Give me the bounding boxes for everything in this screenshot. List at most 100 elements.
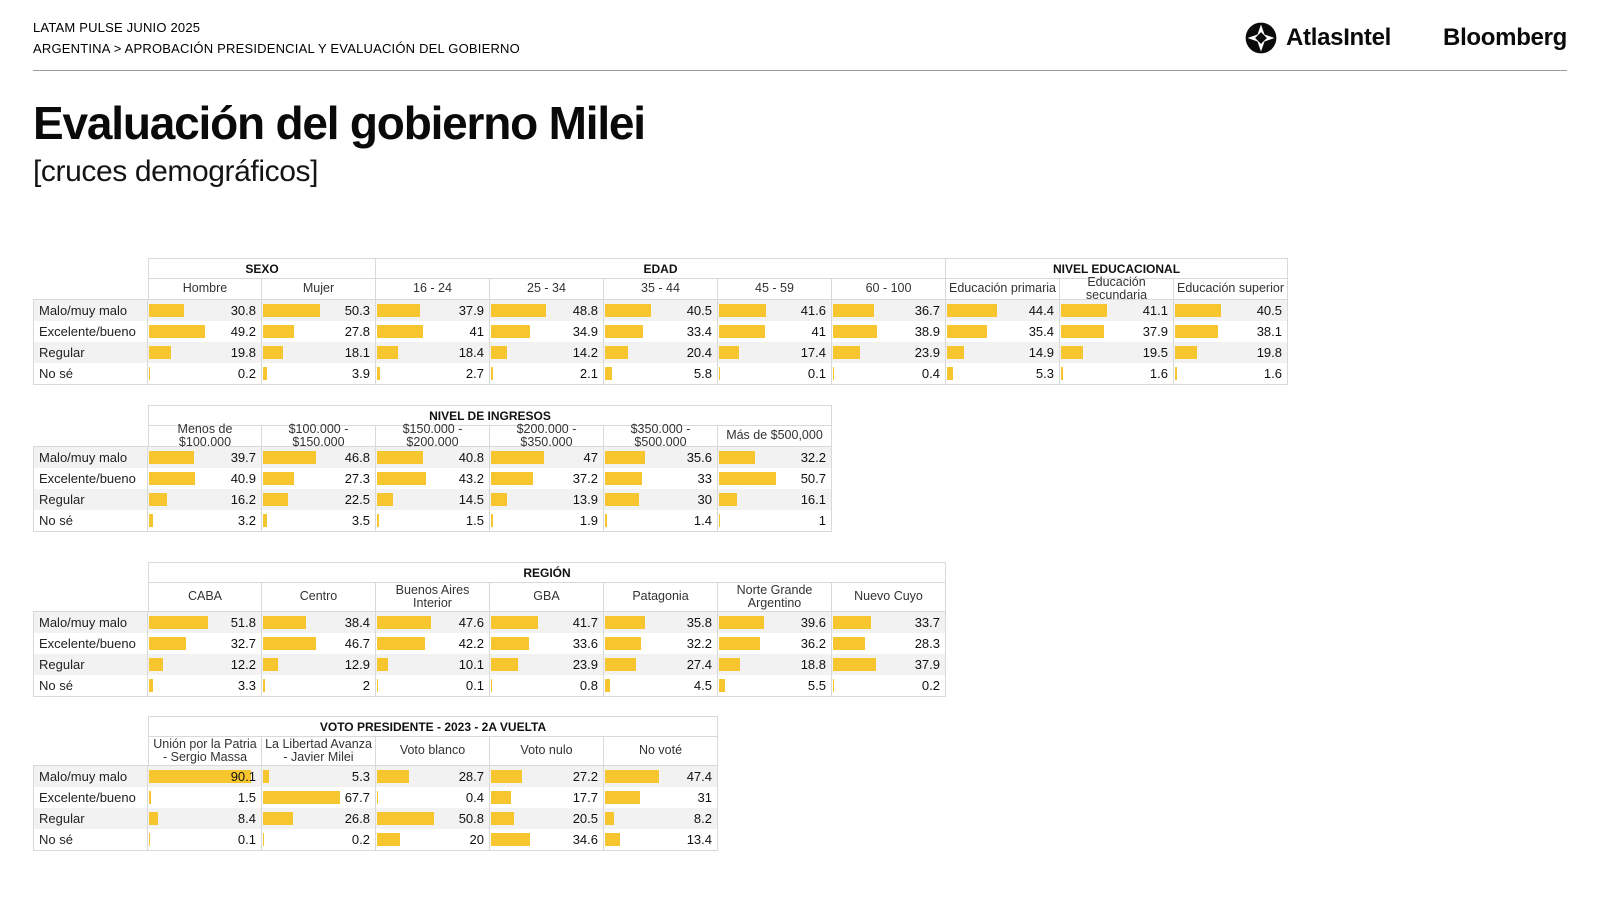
value-bar: [263, 616, 307, 629]
value-label: 35.4: [1028, 324, 1054, 339]
table-row: Malo/muy malo 90.1 5.3 28.7 27.2 47.4: [33, 765, 718, 787]
value-bar: [719, 616, 764, 629]
value-bar: [605, 833, 621, 846]
value-bar: [719, 658, 741, 671]
value-bar: [491, 770, 522, 783]
value-label: 43.2: [458, 471, 484, 486]
value-bar: [1175, 367, 1177, 380]
value-label: 0.2: [237, 366, 256, 381]
value-label: 12.9: [344, 657, 370, 672]
column-header-row: CABA Centro Buenos Aires Interior GBA Patago…: [33, 582, 946, 611]
value-bar: [149, 472, 196, 485]
column-header: Más de $500,000: [718, 425, 832, 446]
column-header-row: Unión por la Patria - Sergio Massa La Lib…: [33, 736, 718, 765]
value-label: 34.6: [572, 832, 598, 847]
data-cell: 33.4: [604, 321, 718, 342]
value-bar: [263, 325, 295, 338]
data-cell: 37.9: [1060, 321, 1174, 342]
data-cell: 18.4: [376, 342, 490, 363]
page-subtitle: [cruces demográficos]: [33, 155, 319, 188]
value-label: 32.2: [800, 450, 826, 465]
data-cell: 3.9: [262, 363, 376, 384]
value-label: 47: [583, 450, 598, 465]
value-label: 46.7: [344, 636, 370, 651]
value-bar: [719, 346, 739, 359]
value-label: 28.3: [914, 636, 940, 651]
data-cell: 33: [604, 468, 718, 489]
data-cell: 40.9: [148, 468, 262, 489]
group-header-row: VOTO PRESIDENTE - 2023 - 2A VUELTA: [33, 716, 718, 736]
column-header: GBA: [490, 582, 604, 611]
column-header: No voté: [604, 736, 718, 765]
data-cell: 2.1: [490, 363, 604, 384]
table-row: Excelente/bueno 32.7 46.7 42.2 33.6 32.2 36.2 2…: [33, 633, 946, 654]
data-cell: 32.7: [148, 633, 262, 654]
crosstab-table: REGIÓN CABA Centro Buenos Aires Interior GBA…: [33, 562, 946, 697]
value-bar: [377, 637, 425, 650]
row-label: Regular: [33, 654, 148, 675]
value-label: 1.5: [237, 790, 256, 805]
data-cell: 27.3: [262, 468, 376, 489]
value-label: 14.5: [458, 492, 484, 507]
data-cell: 31: [604, 787, 718, 808]
row-label: Malo/muy malo: [33, 300, 148, 321]
value-label: 40.5: [686, 303, 712, 318]
data-cell: 50.8: [376, 808, 490, 829]
value-label: 0.2: [921, 678, 940, 693]
data-cell: 8.2: [604, 808, 718, 829]
value-label: 37.2: [572, 471, 598, 486]
data-cell: 3.5: [262, 510, 376, 531]
column-header: 60 - 100: [832, 278, 946, 299]
column-header: Unión por la Patria - Sergio Massa: [148, 736, 262, 765]
data-cell: 27.4: [604, 654, 718, 675]
value-label: 13.4: [686, 832, 712, 847]
value-label: 5.8: [693, 366, 712, 381]
value-label: 1.6: [1263, 366, 1282, 381]
value-label: 4.5: [693, 678, 712, 693]
value-label: 51.8: [230, 615, 256, 630]
data-cell: 18.1: [262, 342, 376, 363]
atlasintel-wordmark: AtlasIntel: [1286, 24, 1392, 51]
value-label: 2.1: [579, 366, 598, 381]
header-divider: [33, 70, 1567, 71]
data-cell: 1.4: [604, 510, 718, 531]
row-label: Malo/muy malo: [33, 766, 148, 787]
value-label: 90.1: [230, 769, 256, 784]
value-label: 3.2: [237, 513, 256, 528]
corner-spacer: [33, 425, 148, 446]
value-bar: [149, 616, 208, 629]
data-cell: 33.6: [490, 633, 604, 654]
value-label: 33.4: [686, 324, 712, 339]
data-cell: 20: [376, 829, 490, 850]
value-label: 27.4: [686, 657, 712, 672]
data-cell: 0.2: [148, 363, 262, 384]
value-bar: [263, 679, 266, 692]
data-cell: 40.5: [604, 300, 718, 321]
value-bar: [605, 325, 643, 338]
value-bar: [149, 325, 205, 338]
value-label: 20.5: [572, 811, 598, 826]
data-cell: 37.9: [832, 654, 946, 675]
value-bar: [605, 658, 636, 671]
data-cell: 20.5: [490, 808, 604, 829]
data-cell: 39.6: [718, 612, 832, 633]
row-label: Excelente/bueno: [33, 787, 148, 808]
data-cell: 12.2: [148, 654, 262, 675]
value-label: 33.6: [572, 636, 598, 651]
value-label: 3.5: [351, 513, 370, 528]
data-cell: 3.3: [148, 675, 262, 696]
data-cell: 0.2: [262, 829, 376, 850]
data-cell: 67.7: [262, 787, 376, 808]
data-cell: 48.8: [490, 300, 604, 321]
breadcrumb: ARGENTINA > APROBACIÓN PRESIDENCIAL Y EV…: [33, 41, 520, 56]
group-header-row: REGIÓN: [33, 562, 946, 582]
row-label: Excelente/bueno: [33, 321, 148, 342]
value-bar: [1175, 346, 1198, 359]
value-bar: [377, 833, 400, 846]
value-label: 42.2: [458, 636, 484, 651]
value-label: 2: [362, 678, 370, 693]
data-cell: 30.8: [148, 300, 262, 321]
value-label: 0.4: [921, 366, 940, 381]
data-cell: 41.6: [718, 300, 832, 321]
value-label: 1.9: [579, 513, 598, 528]
